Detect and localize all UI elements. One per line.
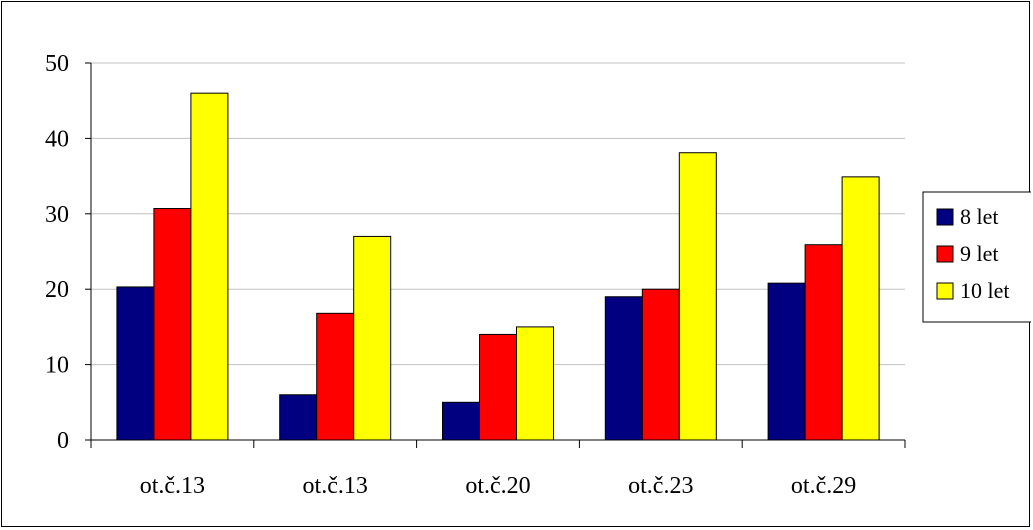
x-category-label: ot.č.20 (465, 473, 530, 499)
legend-swatch (936, 245, 954, 263)
bar (841, 176, 880, 441)
bar (678, 152, 717, 441)
bar (767, 282, 806, 441)
bar (316, 312, 355, 441)
bar (153, 208, 192, 441)
legend-label: 9 let (960, 241, 999, 266)
x-category-label: ot.č.13 (303, 473, 368, 499)
bar (353, 235, 392, 441)
y-tick-label: 0 (57, 428, 69, 454)
bar (804, 244, 843, 441)
bar (516, 326, 554, 441)
y-tick-label: 20 (45, 277, 69, 303)
x-category-label: ot.č.13 (140, 473, 205, 499)
x-category-label: ot.č.29 (791, 473, 856, 499)
legend-label: 8 let (960, 204, 999, 229)
bars (116, 92, 880, 441)
y-tick-label: 40 (45, 126, 69, 152)
bar (279, 394, 318, 441)
bar (479, 333, 517, 441)
axis-labels: 0 10 20 30 40 50 ot.č.13 ot.č.13 ot.č.20 ot.č.23 o… (45, 51, 856, 499)
legend-swatch (936, 282, 954, 300)
axes (85, 62, 906, 448)
legend: 8 let 9 let 10 let (922, 191, 1031, 323)
y-tick-label: 50 (45, 51, 69, 77)
x-category-label: ot.č.23 (628, 473, 693, 499)
bar (116, 286, 155, 441)
y-tick-label: 30 (45, 202, 69, 228)
legend-swatch (936, 208, 954, 226)
legend-label: 10 let (960, 278, 1010, 303)
bar (604, 296, 643, 441)
y-tick-label: 10 (45, 353, 69, 379)
bar (190, 92, 229, 441)
bar (641, 288, 680, 441)
bar (442, 401, 480, 441)
